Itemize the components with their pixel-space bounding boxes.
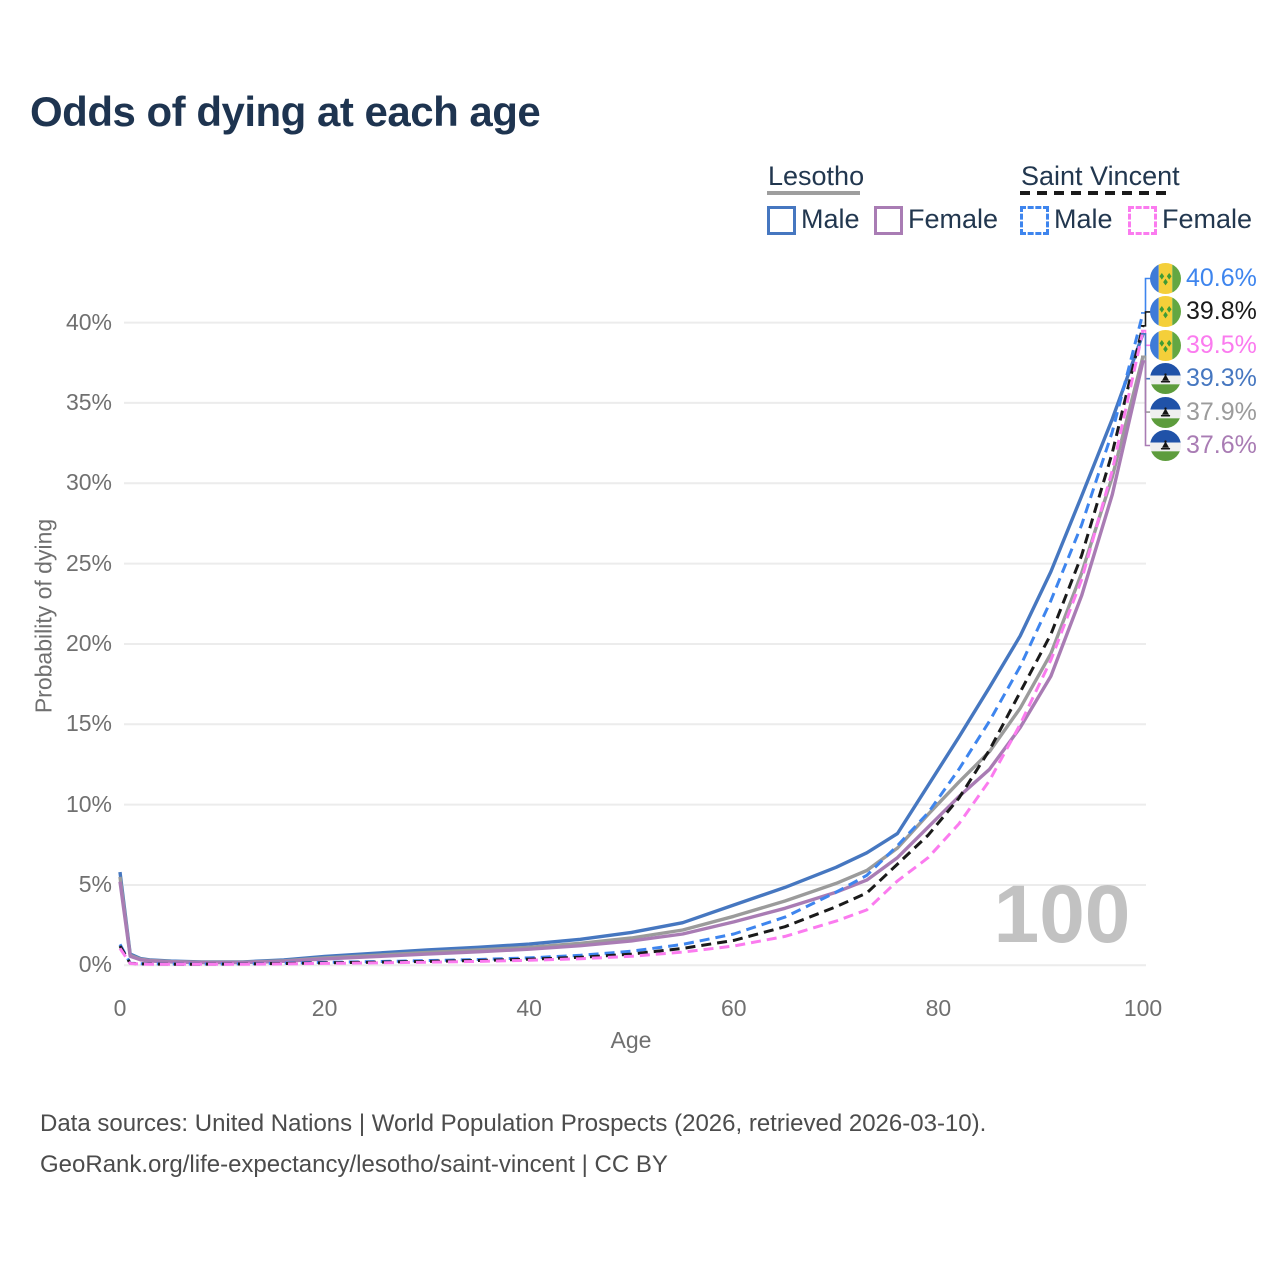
saint-vincent-flag-icon [1150,329,1181,361]
x-tick-label: 40 [516,995,542,1021]
y-tick-label: 5% [78,870,112,897]
x-tick-label: 100 [1123,995,1163,1021]
footer-attribution: GeoRank.org/life-expectancy/lesotho/sain… [40,1151,668,1178]
legend-checkbox-lesotho-male[interactable] [767,206,796,235]
y-axis-title: Probability of dying [30,518,57,714]
end-label-lesotho-female: 37.6% [1150,429,1257,462]
legend-label-lesotho-male: Male [801,204,860,234]
legend-checkbox-lesotho-female[interactable] [874,206,903,235]
legend-checkbox-saint-vincent-female[interactable] [1128,206,1157,235]
leader-line-lesotho-female [1141,360,1151,447]
x-axis-title: Age [610,1027,652,1053]
end-label-saint-vincent-male: 40.6% [1150,262,1257,295]
y-tick-label: 40% [65,308,112,335]
series-line-lesotho-all [118,355,1145,964]
x-tick-label: 60 [721,995,747,1021]
end-label-saint-vincent-all: 39.8% [1150,295,1257,328]
end-label-saint-vincent-female: 39.5% [1150,329,1257,362]
end-label-lesotho-all: 37.9% [1150,396,1257,429]
y-tick-label: 15% [65,710,112,737]
legend-label-saint-vincent-female: Female [1162,204,1253,234]
legend-group-saint-vincent-label: Saint Vincent [1021,161,1180,191]
chart-title: Odds of dying at each age [30,88,541,135]
leader-line-saint-vincent-all [1141,311,1151,327]
y-tick-label: 0% [78,951,112,978]
y-tick-label: 20% [65,629,112,656]
legend-label-lesotho-female: Female [908,204,999,234]
end-label-value: 39.3% [1186,364,1257,393]
x-tick-label: 80 [925,995,952,1021]
leader-line-saint-vincent-male [1141,277,1151,314]
legend-group-lesotho-line-swatch [767,191,860,195]
lesotho-flag-icon [1150,430,1181,461]
saint-vincent-flag-icon [1150,296,1181,328]
legend-group-saint-vincent-line-swatch [1020,191,1172,195]
legend-checkbox-saint-vincent-male[interactable] [1020,206,1049,235]
end-label-value: 39.5% [1186,330,1257,359]
x-tick-label: 0 [113,995,127,1021]
series-line-lesotho-male [118,333,1145,964]
end-label-value: 37.9% [1186,397,1257,426]
series-line-saint-vincent-female [118,330,1145,966]
lesotho-flag-icon [1150,363,1181,395]
y-tick-label: 10% [65,790,112,817]
y-tick-label: 35% [65,388,112,415]
end-label-value: 37.6% [1186,431,1257,459]
end-label-value: 40.6% [1186,264,1257,292]
series-line-lesotho-female [118,360,1145,965]
legend-label-saint-vincent-male: Male [1054,204,1113,234]
saint-vincent-flag-icon [1150,263,1181,294]
x-tick-label: 20 [311,995,338,1021]
end-label-value: 39.8% [1186,297,1257,326]
footer-sources: Data sources: United Nations | World Pop… [40,1110,987,1137]
series-line-saint-vincent-male [118,312,1145,966]
lesotho-flag-icon [1150,396,1181,428]
series-line-saint-vincent-all [118,325,1145,966]
y-tick-label: 30% [65,469,112,496]
age-watermark: 100 [993,869,1131,960]
end-label-lesotho-male: 39.3% [1150,362,1257,395]
y-tick-label: 25% [65,549,112,576]
legend-group-lesotho-label: Lesotho [768,161,865,191]
